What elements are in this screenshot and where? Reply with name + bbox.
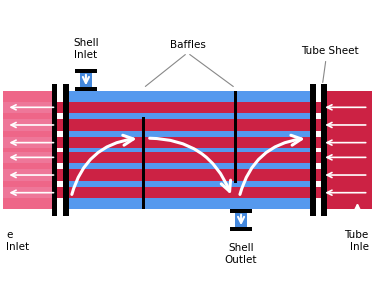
Bar — [60, 187, 319, 198]
Bar — [3, 187, 60, 198]
Bar — [234, 91, 237, 183]
Bar — [51, 84, 57, 216]
Bar — [319, 152, 372, 163]
Text: e
Inlet: e Inlet — [6, 230, 30, 252]
Text: Tube
Inle: Tube Inle — [344, 230, 369, 252]
Bar — [80, 69, 92, 91]
Bar — [3, 91, 60, 209]
Bar — [316, 152, 321, 163]
Bar — [142, 117, 145, 209]
Bar — [75, 69, 97, 73]
Bar — [319, 91, 372, 209]
Bar — [3, 152, 60, 163]
Bar — [63, 84, 69, 216]
Bar — [319, 169, 372, 181]
Text: Shell
Outlet: Shell Outlet — [225, 243, 257, 265]
Text: Shell
Inlet: Shell Inlet — [73, 38, 99, 60]
Bar — [319, 137, 372, 148]
Bar — [3, 102, 60, 113]
Bar — [316, 137, 321, 148]
Bar — [57, 102, 63, 113]
Bar — [230, 227, 252, 231]
Bar — [60, 152, 319, 163]
Text: Baffles: Baffles — [170, 40, 206, 50]
Bar — [3, 169, 60, 181]
Bar — [3, 119, 60, 130]
Bar — [60, 91, 319, 209]
Text: Tube Sheet: Tube Sheet — [301, 46, 358, 56]
Bar — [60, 102, 319, 113]
Bar — [235, 209, 247, 231]
Bar — [60, 169, 319, 181]
Bar — [319, 187, 372, 198]
Bar — [57, 152, 63, 163]
Bar — [321, 84, 327, 216]
Bar — [316, 84, 321, 216]
Bar — [57, 119, 63, 130]
Bar — [316, 169, 321, 181]
Bar — [319, 102, 372, 113]
Bar — [310, 84, 316, 216]
Bar — [230, 209, 252, 213]
Bar — [57, 84, 63, 216]
Bar — [60, 119, 319, 130]
Bar — [3, 137, 60, 148]
Bar — [316, 119, 321, 130]
Bar — [319, 119, 372, 130]
Bar — [57, 137, 63, 148]
Bar — [60, 137, 319, 148]
Bar — [316, 102, 321, 113]
Bar — [57, 187, 63, 198]
Bar — [75, 87, 97, 91]
Bar — [316, 187, 321, 198]
Bar — [57, 169, 63, 181]
